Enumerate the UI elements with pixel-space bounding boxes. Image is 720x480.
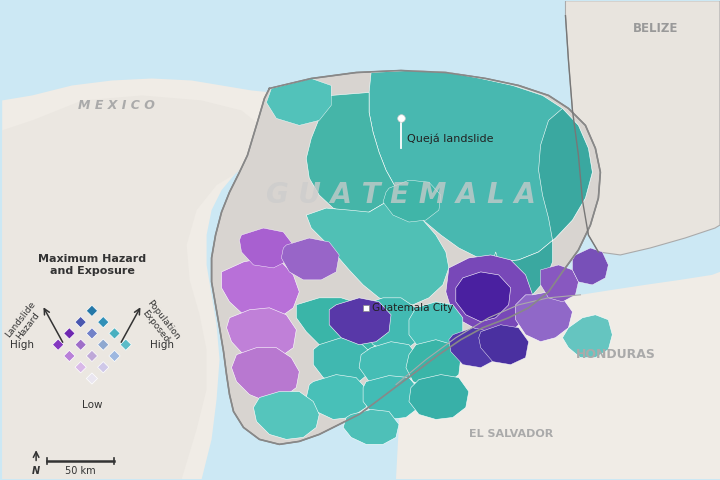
Polygon shape	[363, 375, 421, 420]
Text: Quejá landslide: Quejá landslide	[407, 134, 493, 144]
Text: Low: Low	[81, 399, 102, 409]
Polygon shape	[409, 374, 469, 420]
Polygon shape	[75, 316, 86, 328]
Polygon shape	[98, 316, 109, 328]
Polygon shape	[491, 108, 593, 305]
Polygon shape	[306, 93, 396, 215]
Polygon shape	[383, 180, 441, 222]
Polygon shape	[109, 350, 120, 361]
Polygon shape	[565, 1, 720, 255]
Polygon shape	[64, 350, 75, 361]
Text: High: High	[10, 340, 34, 349]
Polygon shape	[456, 272, 510, 322]
Text: Landslide
Hazard: Landslide Hazard	[3, 300, 45, 346]
Polygon shape	[2, 96, 266, 479]
Polygon shape	[306, 188, 449, 305]
Polygon shape	[86, 373, 98, 384]
Polygon shape	[53, 339, 64, 350]
Polygon shape	[572, 248, 608, 285]
Polygon shape	[541, 265, 578, 302]
Polygon shape	[359, 298, 423, 352]
Polygon shape	[369, 71, 593, 262]
Polygon shape	[120, 339, 132, 350]
Text: Population
Exposed: Population Exposed	[138, 298, 182, 348]
Text: EL SALVADOR: EL SALVADOR	[469, 430, 553, 439]
Text: High: High	[150, 340, 174, 349]
Polygon shape	[313, 338, 373, 384]
Polygon shape	[329, 298, 391, 345]
Text: BELIZE: BELIZE	[632, 22, 678, 35]
Text: M E X I C O: M E X I C O	[78, 99, 156, 112]
Text: N: N	[32, 466, 40, 476]
Polygon shape	[406, 340, 461, 387]
Polygon shape	[86, 328, 98, 339]
Text: 50 km: 50 km	[65, 466, 95, 476]
Polygon shape	[446, 255, 533, 335]
Polygon shape	[240, 228, 293, 268]
Polygon shape	[98, 361, 109, 373]
Polygon shape	[64, 328, 75, 339]
Polygon shape	[297, 298, 383, 355]
Polygon shape	[109, 328, 120, 339]
Text: Maximum Hazard
and Exposure: Maximum Hazard and Exposure	[38, 254, 146, 276]
Polygon shape	[75, 361, 86, 373]
Polygon shape	[409, 302, 463, 352]
Polygon shape	[343, 409, 399, 444]
Polygon shape	[86, 350, 98, 361]
Polygon shape	[212, 71, 600, 444]
Text: HONDURAS: HONDURAS	[575, 348, 655, 361]
Polygon shape	[516, 292, 572, 342]
Polygon shape	[227, 308, 297, 361]
Text: Guatemala City: Guatemala City	[372, 303, 454, 313]
Polygon shape	[449, 328, 499, 368]
Polygon shape	[75, 339, 86, 350]
Polygon shape	[396, 272, 720, 479]
Polygon shape	[282, 238, 339, 280]
Polygon shape	[266, 79, 331, 125]
Polygon shape	[222, 258, 300, 322]
Polygon shape	[479, 325, 528, 365]
Polygon shape	[253, 392, 319, 439]
Polygon shape	[98, 339, 109, 350]
Polygon shape	[86, 305, 98, 316]
Polygon shape	[306, 374, 369, 420]
Polygon shape	[359, 342, 419, 387]
Polygon shape	[232, 348, 300, 401]
Text: G U A T E M A L A: G U A T E M A L A	[266, 181, 536, 209]
Polygon shape	[562, 315, 612, 358]
Polygon shape	[2, 79, 287, 479]
